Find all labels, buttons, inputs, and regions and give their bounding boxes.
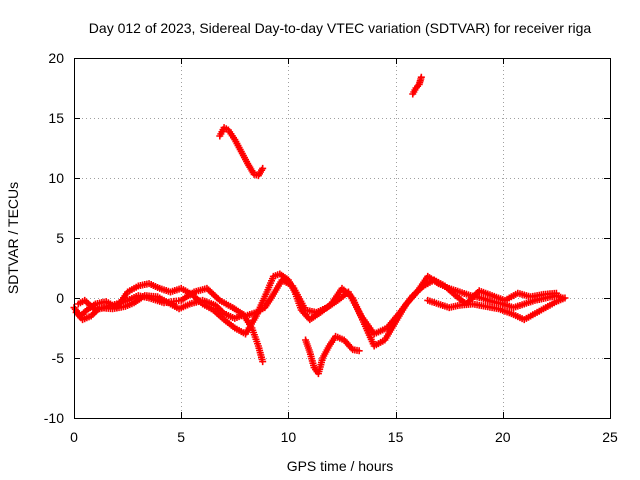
axis-ticks: 0 5 10 15 20 25 -10 -5 0 5 10 15 20 [44,50,618,445]
data-point [259,358,267,366]
x-tick-label: 10 [281,429,297,445]
chart-title: Day 012 of 2023, Sidereal Day-to-day VTE… [89,20,592,36]
y-axis-label: SDTVAR / TECUs [5,182,21,294]
y-tick-label: 0 [56,290,64,306]
data-point [561,294,569,302]
data-points [70,73,569,378]
x-axis-label: GPS time / hours [287,458,394,474]
y-tick-label: 20 [48,50,64,66]
y-tick-label: 5 [56,230,64,246]
x-tick-label: 15 [388,429,404,445]
x-tick-label: 20 [495,429,511,445]
y-tick-label: -10 [44,410,64,426]
x-tick-label: 0 [70,429,78,445]
y-tick-label: 10 [48,170,64,186]
x-tick-label: 5 [177,429,185,445]
y-tick-label: 15 [48,110,64,126]
y-tick-label: -5 [52,350,65,366]
data-point [417,73,425,81]
data-point [552,289,560,297]
data-point [259,164,267,172]
x-tick-label: 25 [602,429,618,445]
data-point [355,347,363,355]
